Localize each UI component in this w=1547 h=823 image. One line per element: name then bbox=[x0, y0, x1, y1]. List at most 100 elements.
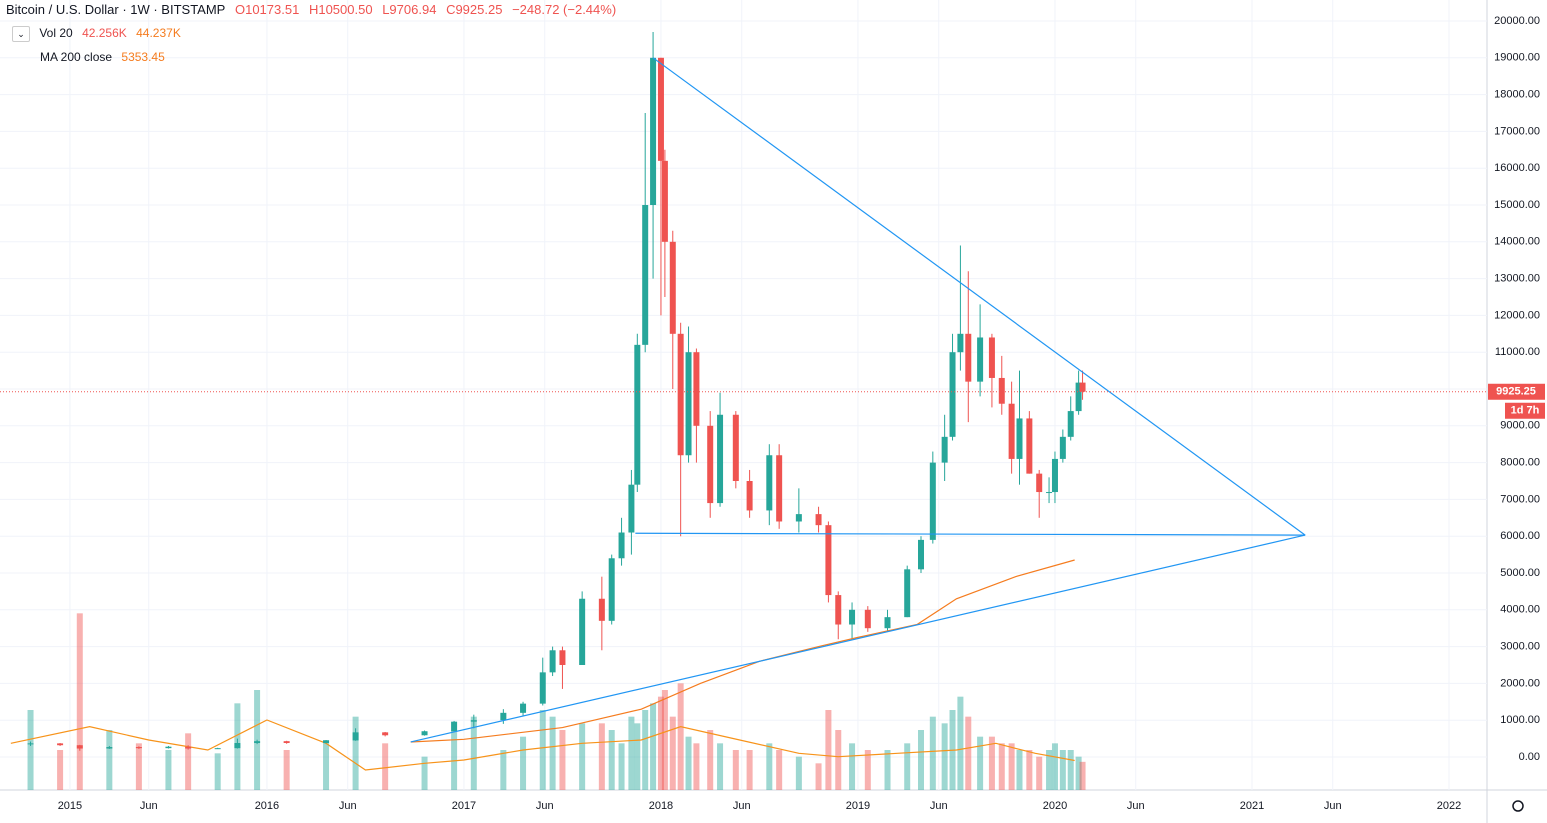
y-tick-label: 2000.00 bbox=[1500, 677, 1540, 689]
volume-bar bbox=[470, 716, 477, 790]
volume-bar bbox=[628, 716, 635, 790]
last-price-box bbox=[1488, 383, 1545, 400]
volume-bar bbox=[283, 750, 290, 790]
candle-body bbox=[929, 462, 936, 540]
candle-body bbox=[1079, 382, 1086, 392]
collapse-button[interactable]: ⌄ bbox=[12, 26, 30, 42]
y-tick-label: 19000.00 bbox=[1494, 52, 1540, 64]
volume-bar bbox=[957, 696, 964, 790]
x-tick-label: Jun bbox=[1127, 800, 1145, 812]
candle-body bbox=[998, 377, 1005, 404]
symbol-title: Bitcoin / U.S. Dollar · 1W · BITSTAMP bbox=[6, 2, 226, 17]
trendline bbox=[652, 57, 1306, 536]
candle-body bbox=[657, 57, 664, 161]
candle-body bbox=[1075, 382, 1082, 412]
low: L9706.94 bbox=[382, 2, 437, 17]
x-tick-label: Jun bbox=[339, 800, 357, 812]
y-tick-label: 16000.00 bbox=[1494, 162, 1540, 174]
candle-body bbox=[795, 514, 802, 522]
x-tick-label: 2021 bbox=[1240, 800, 1264, 812]
candle-body bbox=[918, 539, 925, 570]
candle-body bbox=[957, 333, 964, 353]
volume-bar bbox=[717, 743, 724, 790]
candle-body bbox=[849, 609, 856, 625]
volume-bar bbox=[657, 696, 664, 790]
high: H10500.50 bbox=[308, 2, 373, 17]
volume-bar bbox=[520, 736, 527, 790]
x-tick-label: 2017 bbox=[452, 800, 476, 812]
volume-bar bbox=[165, 750, 172, 790]
candle-body bbox=[421, 731, 428, 736]
volume-bar bbox=[998, 743, 1005, 790]
candle-body bbox=[685, 352, 692, 456]
candle-body bbox=[185, 746, 192, 749]
y-tick-label: 7000.00 bbox=[1500, 493, 1540, 505]
candle-body bbox=[539, 672, 546, 704]
volume-bar bbox=[795, 756, 802, 790]
x-tick-label: 2016 bbox=[255, 800, 279, 812]
volume-bar bbox=[746, 750, 753, 790]
candle-body bbox=[323, 740, 330, 744]
x-tick-label: Jun bbox=[733, 800, 751, 812]
last-price-label: 9925.25 bbox=[1496, 386, 1536, 398]
candle-body bbox=[669, 241, 676, 334]
volume-bar bbox=[1046, 750, 1053, 790]
candle-body bbox=[165, 746, 172, 749]
header: Bitcoin / U.S. Dollar · 1W · BITSTAMP O1… bbox=[6, 2, 622, 17]
y-tick-label: 0.00 bbox=[1519, 751, 1540, 763]
candle-body bbox=[650, 57, 657, 206]
candle-body bbox=[1016, 418, 1023, 459]
candle-body bbox=[884, 617, 891, 629]
volume-bar bbox=[1067, 750, 1074, 790]
volume-bar bbox=[106, 730, 113, 790]
volume-bar bbox=[549, 716, 556, 790]
open: O10173.51 bbox=[234, 2, 300, 17]
volume-bar bbox=[1059, 750, 1066, 790]
candle-body bbox=[864, 609, 871, 629]
candle-body bbox=[642, 205, 649, 345]
candle-body bbox=[677, 333, 684, 456]
volume-bar bbox=[849, 743, 856, 790]
ma200-line bbox=[410, 559, 1075, 743]
candle-body bbox=[549, 650, 556, 673]
candle-body bbox=[470, 720, 477, 722]
candle-body bbox=[500, 712, 507, 721]
candle-body bbox=[234, 743, 241, 749]
volume-bar bbox=[451, 730, 458, 790]
candle-body bbox=[520, 703, 527, 713]
volume-bar bbox=[618, 743, 625, 790]
volume-bar bbox=[185, 733, 192, 790]
volume-bar bbox=[598, 723, 605, 790]
indicator: ⌄ Vol 20 42.256K 44.237K bbox=[12, 26, 187, 42]
volume-bar bbox=[559, 730, 566, 790]
candle-body bbox=[776, 455, 783, 522]
volume-bar bbox=[677, 683, 684, 790]
x-tick-label: 2022 bbox=[1437, 800, 1461, 812]
candle-body bbox=[608, 558, 615, 621]
y-tick-label: 13000.00 bbox=[1494, 273, 1540, 285]
candle-body bbox=[661, 160, 668, 242]
candle-body bbox=[949, 352, 956, 437]
y-tick-label: 6000.00 bbox=[1500, 530, 1540, 542]
volume-bar bbox=[825, 710, 832, 790]
candle-body bbox=[717, 414, 724, 504]
y-tick-label: 15000.00 bbox=[1494, 199, 1540, 211]
candle-body bbox=[815, 514, 822, 526]
candle-body bbox=[559, 650, 566, 665]
indicator-name: MA 200 close bbox=[40, 50, 113, 64]
volume-bar bbox=[1036, 756, 1043, 790]
volume-bar bbox=[884, 750, 891, 790]
candle-body bbox=[214, 748, 221, 750]
volume-bar bbox=[539, 710, 546, 790]
candle-body bbox=[135, 747, 142, 749]
volume-bar bbox=[352, 716, 359, 790]
candle-body bbox=[977, 337, 984, 382]
candle-body bbox=[1026, 418, 1033, 474]
volume-bar bbox=[929, 716, 936, 790]
candle-body bbox=[904, 569, 911, 618]
settings-icon[interactable] bbox=[1512, 800, 1524, 812]
candle-body bbox=[579, 598, 586, 665]
volume-bar bbox=[661, 690, 668, 790]
y-tick-label: 5000.00 bbox=[1500, 567, 1540, 579]
